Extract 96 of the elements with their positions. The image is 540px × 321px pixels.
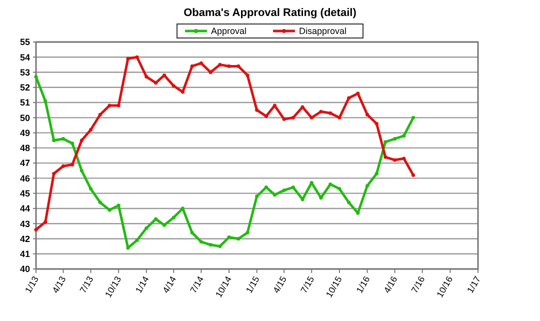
point [108, 104, 112, 108]
y-tick-label: 48 [20, 143, 30, 154]
y-tick-label: 44 [20, 204, 30, 214]
point [218, 244, 222, 248]
point [88, 186, 93, 191]
point [411, 116, 416, 120]
point [154, 81, 158, 85]
point [162, 223, 166, 227]
y-tick-label: 41 [20, 249, 30, 260]
point [44, 220, 48, 224]
point [282, 188, 286, 192]
chart-title: Obama's Approval Rating (detail) [184, 7, 357, 19]
point [116, 104, 120, 108]
point [52, 138, 56, 142]
point [116, 204, 120, 208]
line-series [34, 55, 416, 232]
y-tick-label: 53 [20, 67, 30, 78]
point [246, 73, 250, 78]
point [227, 235, 231, 240]
point [80, 138, 84, 142]
point [218, 62, 222, 66]
point [356, 92, 360, 96]
point [227, 64, 231, 68]
point [88, 128, 93, 132]
point [61, 164, 66, 168]
point [365, 112, 370, 116]
point [52, 172, 56, 176]
legend-label: Approval [211, 26, 247, 36]
point [338, 186, 342, 191]
point [144, 75, 148, 79]
point [34, 75, 38, 79]
point [384, 155, 388, 159]
point [347, 200, 351, 204]
point [374, 122, 378, 126]
point [319, 110, 323, 114]
point [199, 240, 203, 244]
point [190, 230, 194, 234]
point [172, 216, 176, 220]
point [411, 173, 416, 177]
point [374, 172, 378, 176]
point [190, 64, 194, 68]
point [264, 185, 268, 190]
point [272, 193, 276, 197]
point [365, 184, 370, 188]
point [347, 96, 351, 100]
point [310, 116, 314, 120]
y-tick-label: 50 [20, 112, 30, 123]
point [70, 162, 74, 166]
y-tick-label: 51 [20, 98, 30, 108]
y-tick-label: 40 [20, 264, 30, 274]
point [108, 208, 112, 212]
y-tick-label: 47 [20, 158, 30, 168]
point [208, 242, 212, 247]
point [291, 116, 295, 120]
point [393, 137, 397, 141]
point [402, 156, 406, 160]
y-tick-label: 46 [20, 173, 30, 184]
point [44, 99, 48, 103]
point [328, 182, 332, 186]
point [135, 55, 139, 59]
point [199, 61, 203, 65]
y-tick-label: 54 [20, 52, 30, 62]
point [338, 116, 342, 120]
point [70, 142, 74, 146]
point [236, 236, 240, 241]
point [144, 226, 148, 230]
point [264, 114, 268, 118]
point [135, 238, 139, 242]
point [172, 84, 176, 88]
y-tick-label: 43 [20, 218, 30, 229]
point [98, 200, 102, 204]
point [98, 112, 102, 116]
point [282, 117, 286, 121]
point [384, 140, 388, 144]
y-tick-label: 55 [20, 37, 30, 48]
point [34, 228, 38, 232]
point [328, 111, 332, 115]
point [80, 168, 84, 172]
point [162, 73, 166, 78]
point [291, 185, 295, 190]
point [402, 134, 406, 138]
line-series [34, 75, 416, 250]
point [126, 56, 130, 60]
point [61, 137, 66, 141]
point [393, 158, 397, 162]
y-tick-label: 52 [20, 82, 30, 93]
point [246, 230, 250, 234]
y-tick-label: 42 [20, 234, 30, 244]
y-tick-label: 49 [20, 128, 30, 138]
point [255, 108, 259, 112]
point [255, 194, 259, 198]
y-tick-label: 45 [20, 188, 30, 198]
point [154, 217, 158, 221]
point [236, 64, 240, 68]
point [126, 246, 130, 250]
legend-label: Disapproval [299, 26, 347, 36]
